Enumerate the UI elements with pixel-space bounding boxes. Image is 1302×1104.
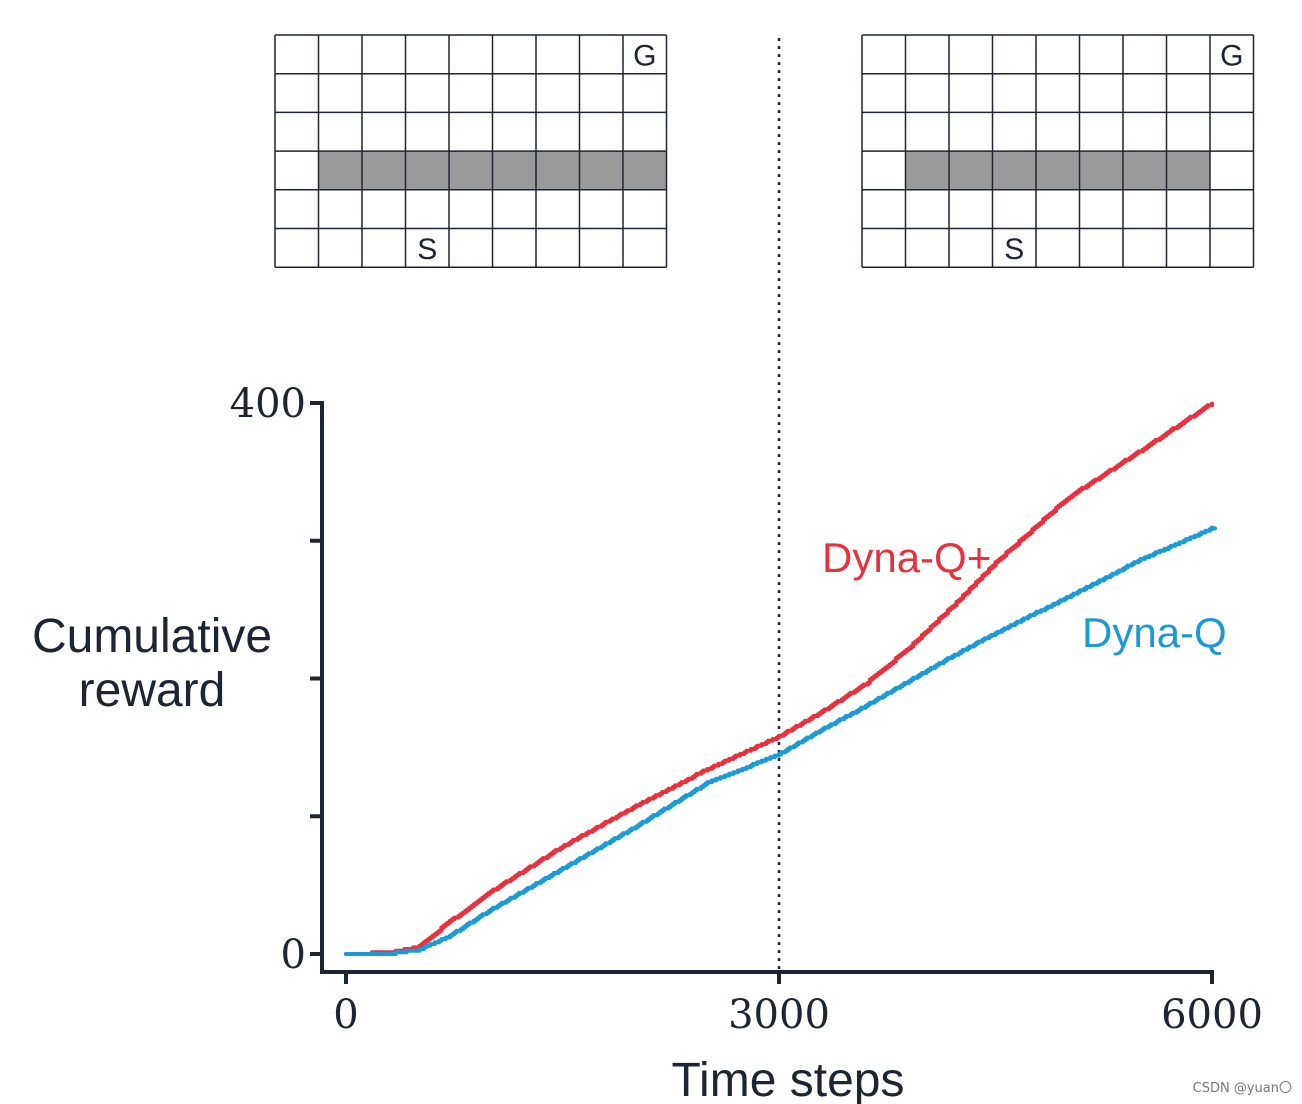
y-tick-label-400: 400 bbox=[230, 381, 306, 427]
x-tick-label-6000: 6000 bbox=[1161, 992, 1263, 1038]
y-axis-title-line1: Cumulative bbox=[32, 610, 272, 663]
legend-dyna-q: Dyna-Q bbox=[1082, 609, 1227, 656]
x-ticks: 0 3000 6000 bbox=[333, 972, 1263, 1038]
start-label: S bbox=[417, 233, 437, 266]
chart-axes bbox=[320, 401, 1214, 974]
watermark: CSDN @yuan〇 bbox=[1193, 1081, 1292, 1096]
start-label: S bbox=[1004, 233, 1024, 266]
x-tick-label-0: 0 bbox=[333, 992, 358, 1038]
gridworld-after-change: GS bbox=[861, 34, 1255, 268]
x-axis-title: Time steps bbox=[672, 1054, 905, 1104]
y-ticks: 0 400 bbox=[230, 381, 322, 978]
x-tick-label-3000: 3000 bbox=[728, 992, 830, 1038]
wall-block bbox=[905, 151, 1210, 190]
y-axis-title-line2: reward bbox=[79, 664, 226, 717]
legend-dyna-q-plus: Dyna-Q+ bbox=[822, 534, 991, 581]
gridworld-before-change: GS bbox=[274, 34, 668, 268]
series-line-dyna-q-plus bbox=[344, 401, 1214, 956]
series-line-dyna-q bbox=[344, 525, 1217, 956]
series-layer bbox=[344, 401, 1217, 956]
goal-label: G bbox=[1220, 39, 1243, 72]
goal-label: G bbox=[633, 39, 656, 72]
y-tick-label-0: 0 bbox=[281, 932, 306, 978]
